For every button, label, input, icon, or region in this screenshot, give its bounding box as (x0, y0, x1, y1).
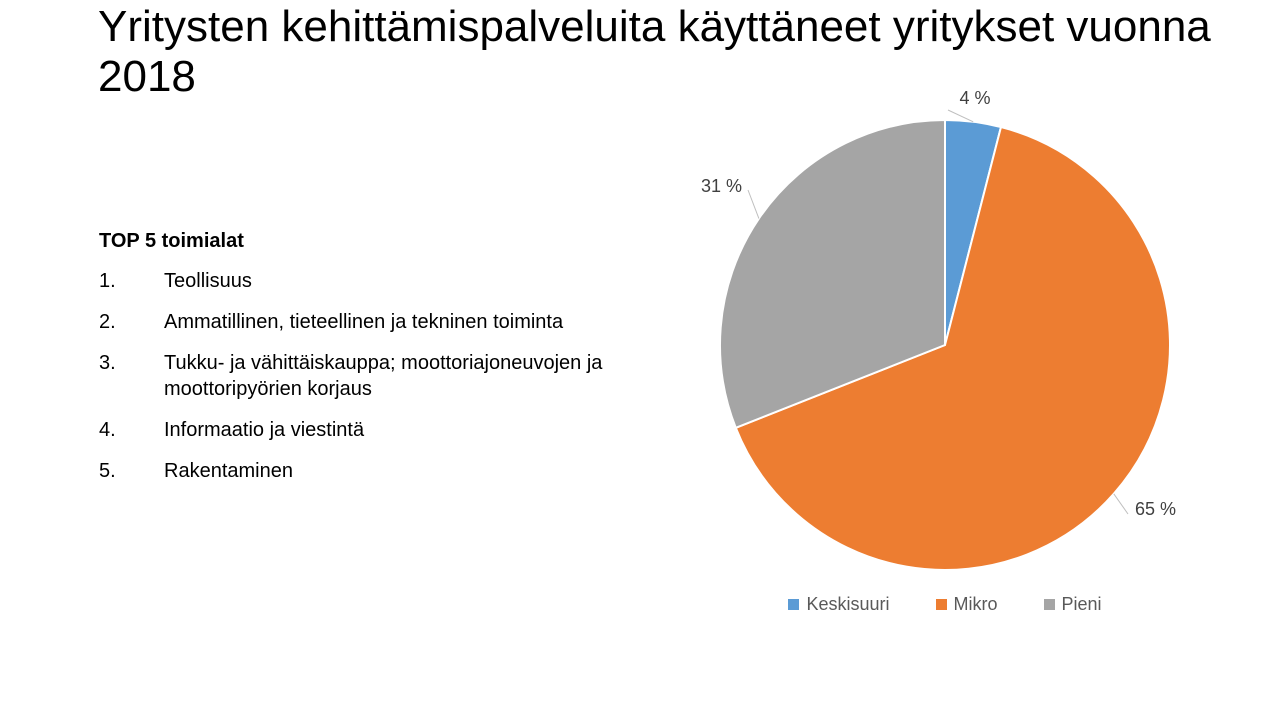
list-item-number: 5. (99, 460, 116, 482)
list-item-number: 3. (99, 352, 116, 374)
list-item-text: Ammatillinen, tieteellinen ja tekninen t… (164, 311, 564, 333)
legend-label: Mikro (953, 594, 998, 614)
list-item-text: Teollisuus (164, 270, 252, 292)
legend-entry-pieni: Pieni (1043, 594, 1102, 615)
legend-swatch (935, 599, 947, 610)
chart-legend: Keskisuuri Mikro Pieni (740, 594, 1150, 615)
slide-title: Yritysten kehittämispalveluita käyttänee… (98, 2, 1211, 101)
list-item-text: Informaatio ja viestintä (164, 419, 365, 441)
list-item-text: Tukku- ja vähittäiskauppa; moottoriajone… (164, 352, 603, 400)
top-industries-heading: TOP 5 toimialat (99, 230, 244, 252)
list-item-number: 2. (99, 311, 116, 333)
legend-label: Pieni (1061, 594, 1102, 614)
legend-entry-keskisuuri: Keskisuuri (788, 594, 890, 615)
list-item: 1. Teollisuus (99, 268, 719, 294)
list-item-number: 4. (99, 419, 116, 441)
list-item-text: Rakentaminen (164, 460, 293, 482)
leader-line (747, 189, 760, 219)
legend-swatch (788, 599, 800, 610)
leader-line (1113, 493, 1129, 515)
data-label: 31 % (701, 176, 742, 196)
list-item: 3. Tukku- ja vähittäiskauppa; moottoriaj… (99, 350, 719, 402)
top-industries-block: TOP 5 toimialat 1. Teollisuus 2. Ammatil… (99, 228, 719, 499)
list-item: 5. Rakentaminen (99, 458, 719, 484)
legend-entry-mikro: Mikro (935, 594, 998, 615)
legend-swatch (1043, 599, 1055, 610)
legend-label: Keskisuuri (806, 594, 890, 614)
list-item: 4. Informaatio ja viestintä (99, 417, 719, 443)
top-industries-list: 1. Teollisuus 2. Ammatillinen, tieteelli… (99, 268, 719, 484)
list-item-number: 1. (99, 270, 116, 292)
data-label: 4 % (959, 88, 990, 108)
data-label: 65 % (1135, 499, 1176, 519)
pie-slice-mikro (734, 125, 1171, 571)
list-item: 2. Ammatillinen, tieteellinen ja teknine… (99, 309, 719, 335)
leader-line (947, 109, 974, 123)
